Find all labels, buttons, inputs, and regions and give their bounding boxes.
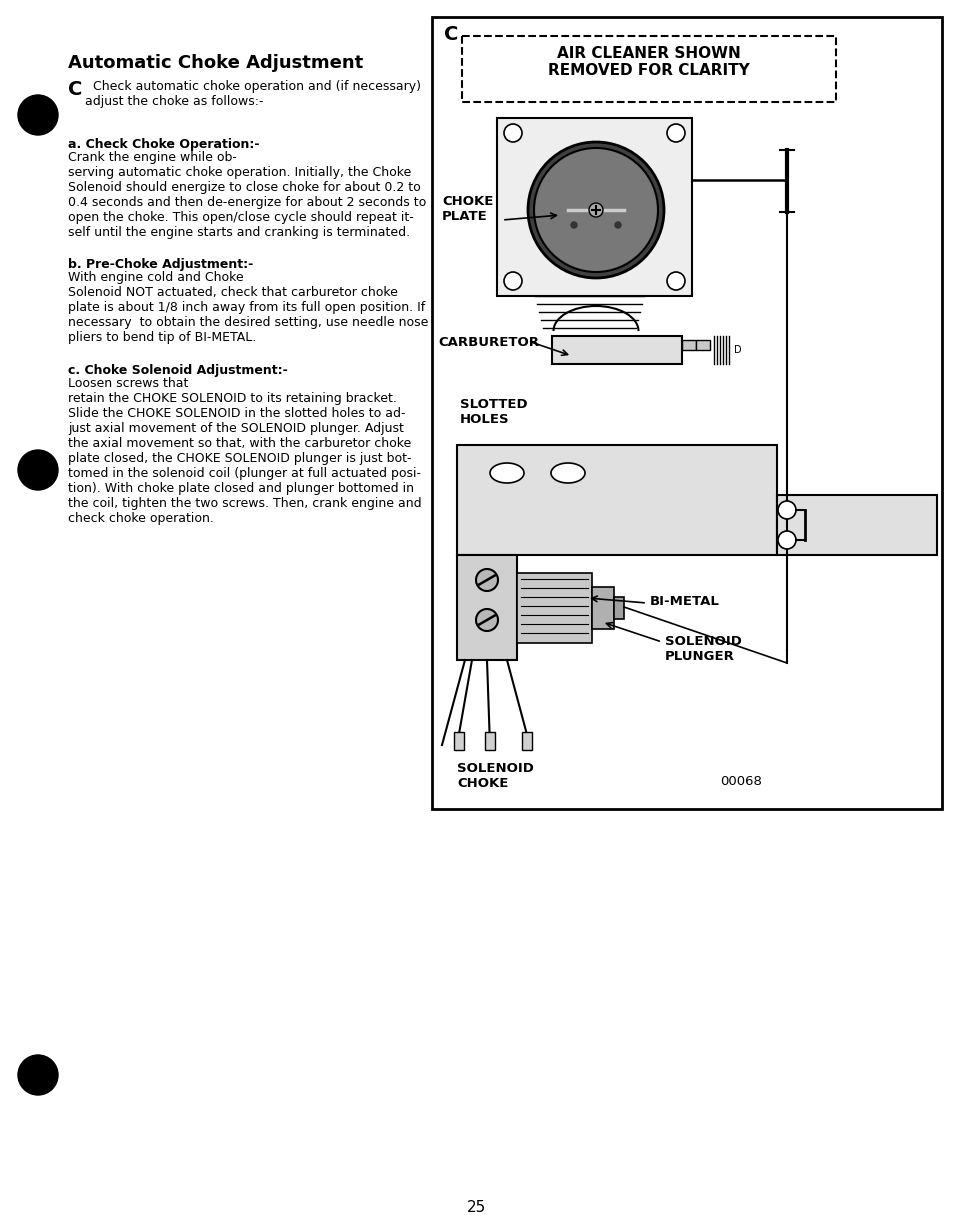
Bar: [456, 556, 517, 660]
Text: With engine cold and Choke
Solenoid NOT actuated, check that carburetor choke
pl: With engine cold and Choke Solenoid NOT …: [68, 272, 428, 344]
Text: SOLENOID
CHOKE: SOLENOID CHOKE: [456, 762, 534, 790]
Text: C: C: [68, 80, 82, 100]
Bar: [776, 495, 936, 556]
Text: SOLENOID
PLUNGER: SOLENOID PLUNGER: [664, 635, 741, 662]
Text: Automatic Choke Adjustment: Automatic Choke Adjustment: [68, 54, 363, 73]
Circle shape: [527, 143, 663, 278]
Text: D: D: [733, 345, 740, 355]
Ellipse shape: [551, 463, 584, 483]
Text: a. Check Choke Operation:-: a. Check Choke Operation:-: [68, 138, 264, 151]
Bar: [521, 732, 532, 750]
Bar: [484, 732, 494, 750]
Ellipse shape: [490, 463, 523, 483]
Circle shape: [534, 147, 658, 272]
Circle shape: [476, 569, 497, 591]
Bar: [552, 336, 681, 364]
Circle shape: [588, 203, 602, 218]
Circle shape: [778, 531, 795, 549]
Text: 25: 25: [467, 1200, 486, 1215]
Circle shape: [503, 272, 521, 290]
Text: BI-METAL: BI-METAL: [649, 595, 720, 608]
Text: c. Choke Solenoid Adjustment:-: c. Choke Solenoid Adjustment:-: [68, 364, 292, 377]
Text: 00068: 00068: [720, 775, 761, 788]
Bar: [432, 17, 941, 809]
Bar: [696, 340, 709, 350]
Bar: [456, 445, 776, 556]
Bar: [681, 340, 696, 350]
Circle shape: [666, 124, 684, 143]
Circle shape: [571, 222, 577, 229]
Circle shape: [503, 124, 521, 143]
Circle shape: [476, 610, 497, 630]
Bar: [461, 36, 835, 102]
Text: Loosen screws that
retain the CHOKE SOLENOID to its retaining bracket.
Slide the: Loosen screws that retain the CHOKE SOLE…: [68, 377, 421, 525]
Bar: [517, 573, 592, 643]
Text: CARBURETOR: CARBURETOR: [437, 336, 538, 349]
Text: AIR CLEANER SHOWN
REMOVED FOR CLARITY: AIR CLEANER SHOWN REMOVED FOR CLARITY: [548, 45, 749, 79]
Circle shape: [615, 222, 620, 229]
Bar: [614, 597, 623, 619]
Text: b. Pre-Choke Adjustment:-: b. Pre-Choke Adjustment:-: [68, 258, 257, 272]
Text: Crank the engine while ob-
serving automatic choke operation. Initially, the Cho: Crank the engine while ob- serving autom…: [68, 151, 426, 238]
Text: SLOTTED
HOLES: SLOTTED HOLES: [459, 398, 527, 426]
Circle shape: [18, 1054, 58, 1095]
Circle shape: [18, 450, 58, 490]
Text: C: C: [443, 25, 457, 44]
Circle shape: [666, 272, 684, 290]
Text: Check automatic choke operation and (if necessary)
adjust the choke as follows:-: Check automatic choke operation and (if …: [85, 80, 420, 108]
Bar: [497, 118, 691, 296]
Circle shape: [778, 501, 795, 519]
Circle shape: [18, 95, 58, 135]
Bar: [454, 732, 463, 750]
Bar: [592, 587, 614, 629]
Text: CHOKE
PLATE: CHOKE PLATE: [441, 195, 493, 222]
